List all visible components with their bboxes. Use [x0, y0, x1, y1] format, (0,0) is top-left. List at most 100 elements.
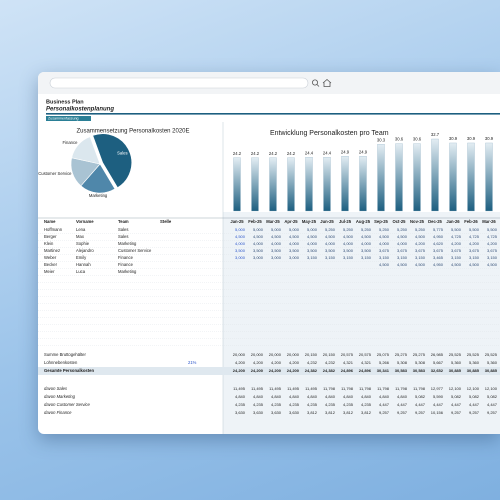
bar [233, 157, 241, 212]
team-value: 4,447 [469, 402, 480, 407]
cell-name: Meier [44, 269, 55, 274]
team-value: 12,100 [449, 386, 462, 391]
team-value: 4,447 [487, 402, 498, 407]
team-value: 11,798 [395, 386, 408, 391]
team-value: 11,798 [359, 386, 372, 391]
team-value: 11,798 [341, 386, 354, 391]
team-value: 3,630 [253, 410, 264, 415]
pie-slice [80, 163, 116, 194]
team-value: 4,235 [325, 402, 336, 407]
cell-value: 4,000 [325, 241, 336, 246]
cell-first: Max [76, 234, 85, 239]
cell-first: Sophie [76, 241, 90, 246]
summary-value: 24,896 [359, 368, 372, 373]
team-value: 4,235 [235, 402, 246, 407]
cell-value: 4,000 [361, 241, 372, 246]
bar [413, 143, 421, 212]
summary-value: 5,266 [379, 360, 390, 365]
cell-value: 3,000 [235, 255, 246, 260]
cell-first: Emily [76, 255, 87, 260]
cell-team: Sales [118, 227, 128, 232]
month-label: Sep-25 [374, 219, 388, 224]
bar [305, 157, 313, 212]
cell-value: 3,150 [343, 255, 354, 260]
cell-first: Lena [76, 227, 86, 232]
cell-value: 4,950 [433, 234, 444, 239]
cell-value: 3,500 [271, 248, 282, 253]
cell-value: 3,675 [451, 248, 462, 253]
cell-value: 5,000 [289, 227, 300, 232]
bar-label: 30.9 [449, 136, 458, 141]
cell-team: Marketing [118, 269, 137, 274]
cell-value: 4,500 [289, 234, 300, 239]
summary-value: 4,321 [343, 360, 354, 365]
summary-value: 20,000 [233, 352, 246, 357]
cell-name: Hoffmann [44, 227, 63, 232]
summary-value: 24,200 [233, 368, 246, 373]
bar-label: 30.6 [395, 137, 404, 142]
column-header: Stelle [160, 219, 172, 224]
address-bar[interactable] [49, 77, 309, 89]
team-value: 11,798 [413, 386, 426, 391]
cell-value: 3,150 [379, 255, 390, 260]
cell-value: 3,675 [397, 248, 408, 253]
cell-value: 4,000 [379, 241, 390, 246]
summary-value: 30,341 [377, 368, 390, 373]
cell-value: 3,150 [469, 255, 480, 260]
cell-value: 3,500 [307, 248, 318, 253]
summary-value: 4,200 [235, 360, 246, 365]
team-value: 4,840 [307, 394, 318, 399]
team-value: 4,235 [289, 402, 300, 407]
bar [269, 157, 277, 212]
search-icon[interactable] [311, 79, 318, 86]
team-value: 12,977 [431, 386, 444, 391]
cell-value: 5,500 [451, 227, 462, 232]
month-label: Apr-25 [284, 219, 298, 224]
bar-label: 24.2 [251, 151, 260, 156]
bar-label: 24.2 [233, 151, 242, 156]
team-value: 9,257 [469, 410, 480, 415]
team-value: 4,447 [379, 402, 390, 407]
cell-value: 3,465 [433, 255, 444, 260]
cell-value: 5,500 [469, 227, 480, 232]
column-header: Vorname [76, 219, 94, 224]
team-value: 5,082 [451, 394, 462, 399]
cell-value: 3,150 [361, 255, 372, 260]
cell-value: 5,000 [235, 227, 246, 232]
pie-title: Zusammensetzung Personalkosten 2020E [76, 129, 189, 135]
team-value: 9,257 [379, 410, 390, 415]
cell-value: 4,500 [487, 262, 498, 267]
summary-value: 20,000 [269, 352, 282, 357]
cell-value: 3,500 [325, 248, 336, 253]
team-value: 4,447 [451, 402, 462, 407]
search-icon-handle [316, 84, 320, 87]
cell-value: 3,500 [253, 248, 264, 253]
month-label: May-25 [302, 219, 317, 224]
summary-value: 5,360 [487, 360, 498, 365]
summary-value: 5,667 [433, 360, 444, 365]
cell-value: 4,500 [307, 234, 318, 239]
cell-value: 4,500 [361, 234, 372, 239]
month-label: Feb-25 [248, 219, 262, 224]
team-value: 3,812 [361, 410, 372, 415]
cell-value: 4,200 [415, 241, 426, 246]
bar-label: 30.9 [467, 136, 476, 141]
team-value: 4,840 [253, 394, 264, 399]
cell-value: 5,000 [271, 227, 282, 232]
cell-value: 5,250 [343, 227, 354, 232]
team-label: davon Sales [44, 386, 68, 391]
bar-label: 24.4 [305, 150, 314, 155]
summary-value: 20,000 [251, 352, 264, 357]
team-value: 4,447 [397, 402, 408, 407]
cell-value: 3,675 [469, 248, 480, 253]
home-icon[interactable] [322, 78, 332, 87]
team-value: 12,100 [485, 386, 498, 391]
cell-value: 5,775 [433, 227, 444, 232]
team-value: 3,630 [289, 410, 300, 415]
team-value: 4,447 [433, 402, 444, 407]
cell-name: Weber [44, 255, 57, 260]
summary-value: 20,000 [287, 352, 300, 357]
cell-value: 5,000 [253, 227, 264, 232]
cell-first: Alejandro [76, 248, 94, 253]
summary-value: 25,525 [485, 352, 498, 357]
